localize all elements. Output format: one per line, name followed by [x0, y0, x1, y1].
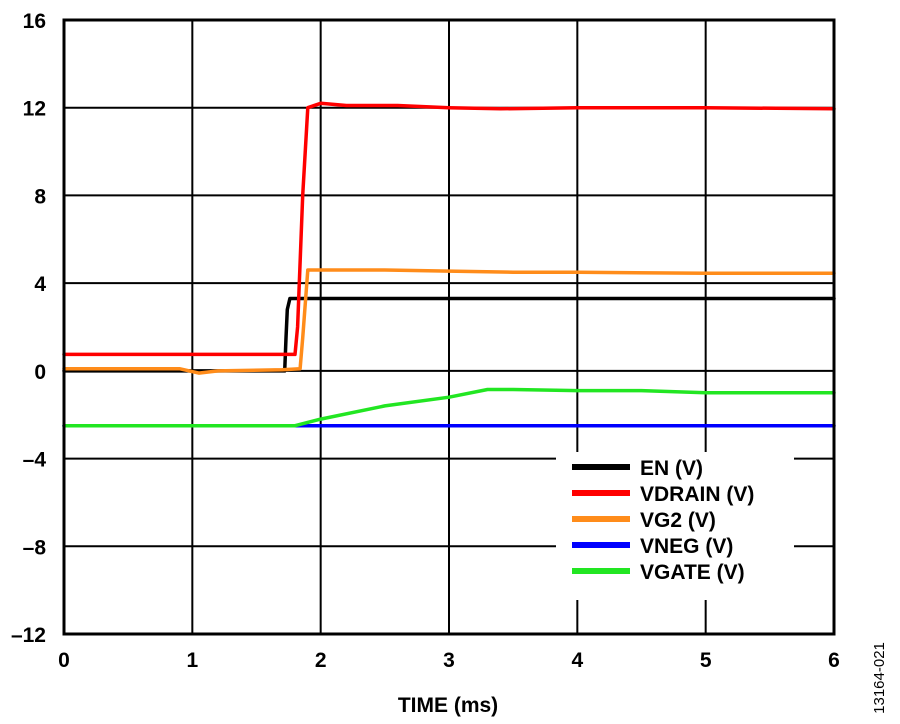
legend-label: VG2 (V) [640, 509, 716, 532]
y-tick-label: 16 [23, 10, 46, 33]
x-tick-labels: 0 1 2 3 4 5 6 [58, 649, 840, 672]
x-tick-label: 2 [315, 649, 327, 672]
legend-box [556, 452, 794, 600]
x-tick-label: 1 [186, 649, 198, 672]
y-tick-label: 0 [34, 361, 46, 384]
series-line-5 [62, 387, 836, 428]
y-tick-labels: 16 12 8 4 0 –4 –8 –12 [11, 10, 46, 647]
plot-border [62, 18, 836, 636]
legend-label: VGATE (V) [640, 561, 745, 584]
y-tick-label: –8 [23, 536, 47, 559]
plot-frame [62, 18, 836, 636]
figure-id: 13164-021 [871, 642, 888, 714]
legend-label: EN (V) [640, 457, 703, 480]
series-line-2 [62, 101, 836, 357]
x-tick-label: 5 [700, 649, 712, 672]
series-line-3 [62, 268, 836, 375]
legend-label: VNEG (V) [640, 535, 733, 558]
legend-label: VDRAIN (V) [640, 483, 754, 506]
x-tick-label: 4 [571, 649, 583, 672]
x-tick-label: 0 [58, 649, 70, 672]
y-tick-label: 4 [34, 273, 46, 296]
y-tick-label: –4 [23, 449, 47, 472]
x-tick-label: 6 [828, 649, 840, 672]
x-tick-label: 3 [443, 649, 455, 672]
legend: EN (V) VDRAIN (V) VG2 (V) VNEG (V) VGATE (V) [556, 452, 794, 600]
y-tick-label: –12 [11, 624, 46, 647]
y-tick-label: 12 [23, 98, 46, 121]
y-tick-label: 8 [34, 185, 46, 208]
x-axis-title: TIME (ms) [398, 694, 498, 717]
series-group [62, 101, 836, 428]
